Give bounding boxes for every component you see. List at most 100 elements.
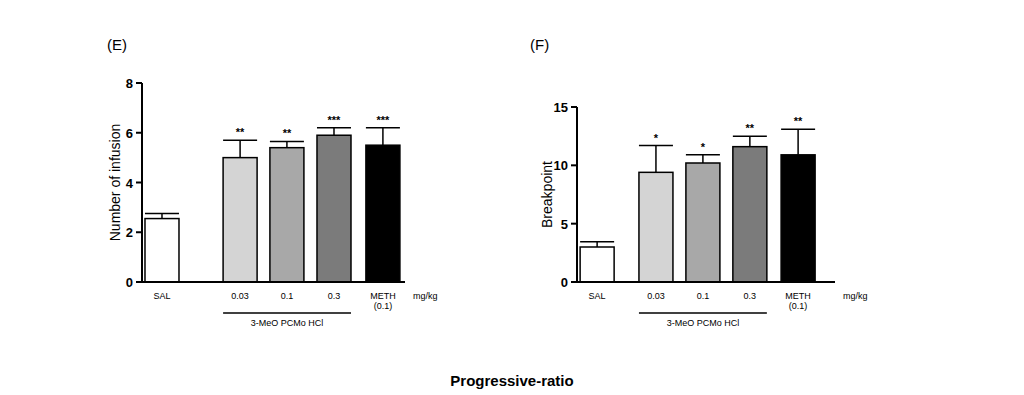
significance: * bbox=[701, 141, 706, 153]
error-line bbox=[596, 242, 598, 247]
y-tick bbox=[136, 82, 142, 84]
unit-label: mg/kg bbox=[413, 291, 438, 301]
marks bbox=[145, 128, 400, 282]
caption: Progressive-ratio bbox=[450, 372, 573, 389]
x-tick-label: 0.1 bbox=[697, 291, 710, 301]
error-cap bbox=[317, 127, 351, 129]
significance: *** bbox=[328, 114, 342, 126]
x-axis bbox=[142, 281, 405, 283]
y-tick-label: 8 bbox=[126, 76, 133, 91]
label-line: 0.3 bbox=[744, 291, 757, 301]
group-label: 3-MeO PCMo HCl bbox=[251, 318, 324, 328]
error-line bbox=[702, 155, 704, 163]
x-axis bbox=[577, 281, 835, 283]
significance: * bbox=[654, 132, 659, 144]
label-line: 0.03 bbox=[231, 291, 249, 301]
unit-label: mg/kg bbox=[843, 291, 868, 301]
error-cap bbox=[580, 241, 614, 243]
bar bbox=[686, 163, 720, 282]
x-tick-label: 0.03 bbox=[231, 291, 249, 301]
bar bbox=[223, 158, 257, 282]
error-bar bbox=[317, 128, 351, 135]
error-cap bbox=[223, 139, 257, 141]
marks bbox=[580, 129, 815, 282]
y-tick-label: 15 bbox=[554, 100, 568, 115]
panel-title: (F) bbox=[530, 36, 549, 53]
error-line bbox=[286, 141, 288, 147]
y-axis-label: Number of infusion bbox=[107, 124, 123, 242]
group-label: 3-MeO PCMo HCl bbox=[667, 318, 740, 328]
error-bar bbox=[270, 141, 304, 147]
x-tick-label: METH(0.1) bbox=[785, 291, 811, 311]
x-tick-label: SAL bbox=[589, 291, 606, 301]
figure: (E)**********02468Number of infusionSAL0… bbox=[0, 0, 1024, 395]
error-line bbox=[655, 146, 657, 173]
error-bar bbox=[639, 146, 673, 173]
significance: *** bbox=[376, 114, 390, 126]
chart-panel: (E)**********02468Number of infusionSAL0… bbox=[107, 36, 438, 328]
y-tick bbox=[571, 106, 577, 108]
significance: ** bbox=[283, 127, 292, 139]
error-bar bbox=[223, 140, 257, 157]
y-tick-label: 5 bbox=[561, 217, 568, 232]
error-bar bbox=[733, 136, 767, 147]
bar bbox=[580, 247, 614, 282]
x-tick-label: 0.3 bbox=[328, 291, 341, 301]
error-cap bbox=[781, 128, 815, 130]
error-bar bbox=[580, 242, 614, 247]
bar bbox=[781, 155, 815, 282]
error-cap bbox=[270, 141, 304, 143]
error-bar bbox=[145, 214, 179, 219]
error-line bbox=[239, 140, 241, 157]
bar bbox=[317, 135, 351, 282]
label-line: 0.1 bbox=[281, 291, 294, 301]
error-bar bbox=[366, 128, 400, 145]
y-tick-label: 4 bbox=[126, 176, 134, 191]
error-line bbox=[749, 136, 751, 147]
label-line: 0.1 bbox=[697, 291, 710, 301]
label-line: (0.1) bbox=[789, 301, 808, 311]
group-line bbox=[223, 312, 351, 314]
error-line bbox=[797, 129, 799, 155]
significance: ** bbox=[746, 122, 755, 134]
y-tick bbox=[136, 132, 142, 134]
label-line: 0.03 bbox=[647, 291, 665, 301]
significance: ** bbox=[794, 115, 803, 127]
y-tick bbox=[136, 182, 142, 184]
y-tick bbox=[136, 281, 142, 283]
x-tick-label: 0.03 bbox=[647, 291, 665, 301]
x-tick-label: METH(0.1) bbox=[370, 291, 396, 311]
y-axis-label: Breakpoint bbox=[539, 161, 555, 228]
bar bbox=[639, 172, 673, 282]
y-tick bbox=[136, 231, 142, 233]
error-cap bbox=[145, 213, 179, 215]
y-tick-label: 0 bbox=[126, 275, 133, 290]
label-line: SAL bbox=[153, 291, 170, 301]
y-tick-label: 6 bbox=[126, 126, 133, 141]
bar bbox=[733, 147, 767, 282]
significance: ** bbox=[236, 126, 245, 138]
label-line: METH bbox=[785, 291, 811, 301]
error-cap bbox=[639, 145, 673, 147]
y-axis bbox=[576, 107, 578, 282]
y-tick-label: 10 bbox=[554, 158, 568, 173]
y-tick-label: 0 bbox=[561, 275, 568, 290]
x-tick-label: 0.1 bbox=[281, 291, 294, 301]
label-line: (0.1) bbox=[374, 301, 393, 311]
label-line: METH bbox=[370, 291, 396, 301]
error-line bbox=[333, 128, 335, 135]
bar bbox=[270, 148, 304, 282]
y-tick bbox=[571, 164, 577, 166]
chart-panel: (F)******051015BreakpointSAL0.030.10.3ME… bbox=[530, 36, 868, 328]
label-line: SAL bbox=[589, 291, 606, 301]
panel-title: (E) bbox=[107, 36, 127, 53]
error-bar bbox=[686, 155, 720, 163]
label-line: 0.3 bbox=[328, 291, 341, 301]
group-line bbox=[639, 312, 767, 314]
bar bbox=[145, 219, 179, 282]
y-tick bbox=[571, 223, 577, 225]
error-cap bbox=[366, 127, 400, 129]
error-cap bbox=[733, 135, 767, 137]
y-tick-label: 2 bbox=[126, 225, 133, 240]
error-bar bbox=[781, 129, 815, 155]
